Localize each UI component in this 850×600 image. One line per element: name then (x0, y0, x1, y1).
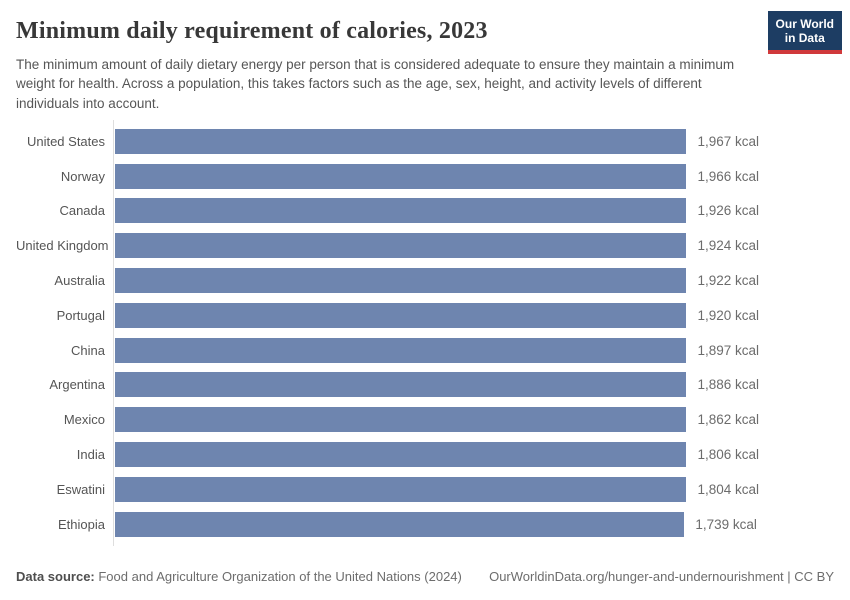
country-label: Canada (59, 203, 105, 219)
datasource-text: Food and Agriculture Organization of the… (94, 569, 462, 584)
bar[interactable] (115, 128, 687, 154)
country-label: Australia (54, 272, 105, 288)
country-label: United Kingdom (16, 238, 109, 254)
country-label: United States (26, 133, 105, 149)
value-label: 1,862 kcal (697, 412, 759, 428)
bar[interactable] (115, 198, 687, 224)
country-label: Eswatini (56, 481, 105, 497)
owid-logo[interactable]: Our World in Data (767, 11, 842, 54)
bar-track: 1,739 kcal (113, 511, 759, 537)
owid-logo-line1: Our World (775, 17, 834, 31)
value-label: 1,922 kcal (697, 272, 759, 288)
bar-track: 1,926 kcal (113, 198, 759, 224)
bar[interactable] (115, 233, 687, 259)
bar[interactable] (115, 337, 687, 363)
value-label: 1,966 kcal (697, 168, 759, 184)
bar-row: United States 1,967 kcal (16, 124, 834, 159)
bar-row: Canada 1,926 kcal (16, 193, 834, 228)
country-label: India (76, 446, 105, 462)
country-label: Mexico (63, 412, 105, 428)
value-label: 1,924 kcal (697, 238, 759, 254)
bar-track: 1,804 kcal (113, 476, 759, 502)
chart-footer: Data source: Food and Agriculture Organi… (16, 569, 834, 584)
bar-track: 1,967 kcal (113, 128, 759, 154)
chart-header: Minimum daily requirement of calories, 2… (16, 11, 842, 113)
value-label: 1,897 kcal (697, 342, 759, 358)
bar-row: India 1,806 kcal (16, 437, 834, 472)
footer-link[interactable]: OurWorldinData.org/hunger-and-undernouri… (489, 569, 834, 584)
bar-row: China 1,897 kcal (16, 333, 834, 368)
bar[interactable] (115, 163, 687, 189)
country-label: China (71, 342, 105, 358)
bar-track: 1,806 kcal (113, 441, 759, 467)
bar-row: Norway 1,966 kcal (16, 159, 834, 194)
bar-row: Argentina 1,886 kcal (16, 367, 834, 402)
bar[interactable] (115, 267, 687, 293)
value-label: 1,967 kcal (697, 133, 759, 149)
bar-track: 1,897 kcal (113, 337, 759, 363)
bar[interactable] (115, 302, 687, 328)
country-label: Argentina (49, 377, 105, 393)
bar-track: 1,922 kcal (113, 267, 759, 293)
bar-track: 1,862 kcal (113, 407, 759, 433)
bar-chart-rows: United States 1,967 kcal Norway 1,966 kcal C… (16, 119, 834, 547)
value-label: 1,806 kcal (697, 446, 759, 462)
bar[interactable] (115, 372, 687, 398)
owid-logo-line2: in Data (784, 31, 825, 46)
datasource-line: Data source: Food and Agriculture Organi… (16, 569, 462, 584)
chart-subtitle: The minimum amount of daily dietary ener… (16, 57, 735, 111)
page-title: Minimum daily requirement of calories, 2… (16, 18, 488, 44)
value-label: 1,886 kcal (697, 377, 759, 393)
bar-track: 1,966 kcal (113, 163, 759, 189)
bar-track: 1,924 kcal (113, 233, 759, 259)
value-label: 1,926 kcal (697, 203, 759, 219)
bar-track: 1,920 kcal (113, 302, 759, 328)
value-label: 1,920 kcal (697, 307, 759, 323)
bar[interactable] (115, 407, 687, 433)
bar-row: Mexico 1,862 kcal (16, 402, 834, 437)
bar-row: Portugal 1,920 kcal (16, 298, 834, 333)
value-label: 1,739 kcal (695, 516, 757, 532)
bar-row: Ethiopia 1,739 kcal (16, 507, 834, 542)
country-label: Portugal (56, 307, 105, 323)
country-label: Ethiopia (58, 516, 105, 532)
value-label: 1,804 kcal (697, 481, 759, 497)
bar-row: Australia 1,922 kcal (16, 263, 834, 298)
country-label: Norway (60, 168, 105, 184)
bar-chart: United States 1,967 kcal Norway 1,966 kcal C… (16, 119, 834, 547)
datasource-label: Data source: (16, 569, 95, 584)
bar-track: 1,886 kcal (113, 372, 759, 398)
bar[interactable] (115, 476, 687, 502)
bar[interactable] (115, 511, 685, 537)
bar-row: United Kingdom 1,924 kcal (16, 228, 834, 263)
bar[interactable] (115, 441, 687, 467)
bar-row: Eswatini 1,804 kcal (16, 472, 834, 507)
